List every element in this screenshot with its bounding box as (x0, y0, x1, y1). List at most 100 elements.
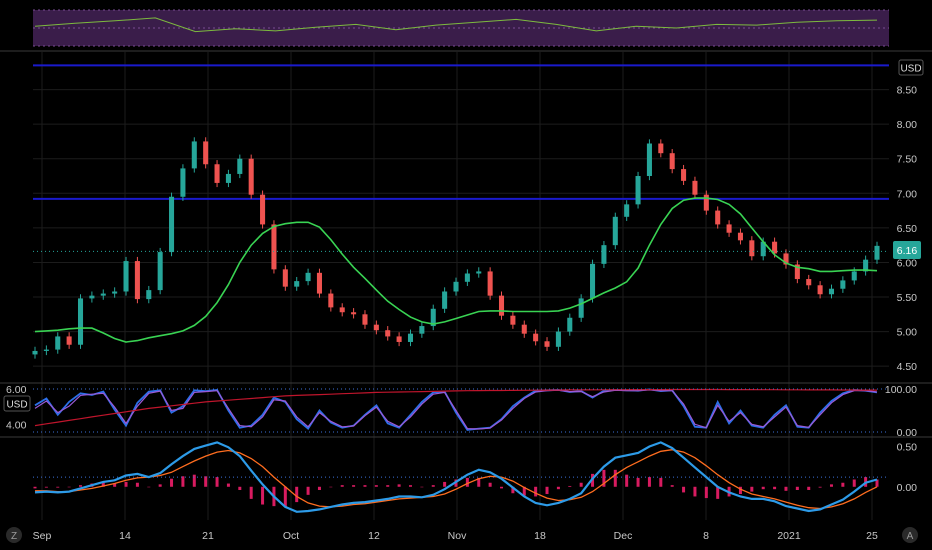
candle-body (351, 312, 357, 315)
rsi-panel (33, 9, 889, 47)
macd-histogram-bar (352, 485, 356, 487)
macd-histogram-bar (500, 486, 504, 489)
macd-histogram-bar (397, 484, 401, 487)
zoom-button-label: Z (11, 531, 17, 542)
stoch-currency-button[interactable] (3, 395, 31, 412)
candle-body (874, 245, 880, 260)
macd-histogram-bar (704, 486, 708, 499)
time-axis-label: 18 (534, 530, 546, 542)
candle-body (453, 281, 459, 292)
macd-histogram-bar (841, 482, 845, 487)
candle-body (806, 279, 812, 286)
time-axis-label: 21 (202, 530, 214, 542)
macd-histogram-bar (374, 485, 378, 487)
price-tick-label: 8.50 (897, 85, 918, 97)
candle-body (271, 224, 277, 270)
candle-body (442, 291, 448, 309)
macd-histogram-bar (158, 484, 162, 487)
macd-axis: 0.50 0.00 (897, 441, 918, 493)
macd-histogram-bar (124, 481, 128, 487)
candle-body (123, 261, 129, 292)
macd-histogram-bar (545, 486, 549, 495)
ma-line (34, 197, 878, 343)
stochastic-line-2 (34, 389, 878, 430)
macd-histogram-bar (852, 479, 856, 487)
stochastic-left-tick: 6.00 (6, 384, 27, 396)
candle-body (464, 273, 470, 282)
macd-histogram-bar (101, 482, 105, 487)
macd-histogram-bar (113, 483, 117, 487)
candle-body (726, 224, 732, 233)
stochastic-tick-label: 100.00 (885, 384, 917, 396)
candle-body (180, 168, 186, 197)
time-axis-label: Oct (283, 530, 299, 542)
zoom-button[interactable] (6, 527, 22, 543)
auto-scale-button[interactable] (902, 527, 918, 543)
macd-histogram-bar (170, 478, 174, 487)
candle-body (578, 298, 584, 318)
candle-body (828, 288, 835, 295)
price-tick-label: 6.00 (897, 257, 918, 269)
currency-label: USD (900, 64, 921, 75)
candle-body (43, 349, 49, 351)
stochastic-left-tick: 4.00 (6, 419, 27, 431)
candle-body (590, 263, 596, 299)
macd-histogram-bar (33, 486, 37, 489)
candle-body (385, 330, 391, 337)
price-tick-label: 8.00 (897, 119, 918, 131)
candle-body (419, 326, 425, 334)
macd-histogram-bar (522, 486, 526, 496)
macd-histogram-bar (738, 486, 742, 495)
macd-histogram-bar (443, 481, 447, 487)
macd-histogram-bar (329, 486, 333, 488)
candle-body (248, 158, 254, 195)
candle-body (396, 336, 402, 342)
candle-body (533, 333, 539, 342)
last-price-label: 6.16 (897, 245, 918, 257)
time-axis: Sep 14 21 Oct 12 Nov 18 Dec 8 2021 25 (33, 530, 878, 542)
macd-histogram-bar (147, 486, 151, 488)
price-tick-label: 4.50 (897, 361, 918, 373)
macd-histogram-bar (204, 476, 208, 487)
macd-histogram-bar (181, 476, 185, 487)
candle-body (476, 271, 482, 274)
macd-histogram-bar (716, 486, 720, 499)
macd-histogram-bar (784, 486, 788, 491)
time-axis-label: Nov (448, 530, 467, 542)
time-axis-label: 12 (368, 530, 380, 542)
macd-tick-label: 0.00 (897, 482, 918, 494)
macd-histogram-bar (67, 486, 71, 488)
candle-body (55, 336, 61, 350)
macd-histogram-bar (238, 486, 242, 490)
candle-body (407, 333, 414, 342)
macd-histogram-bar (249, 486, 253, 499)
macd-histogram-bar (579, 482, 583, 487)
candle-body (772, 241, 778, 254)
macd-histogram-bar (636, 477, 640, 487)
macd-histogram-bar (192, 474, 196, 487)
macd-histogram-bar (807, 486, 811, 490)
candle-body (635, 176, 641, 205)
candle-body (703, 194, 709, 211)
candle-body (669, 153, 675, 170)
candle-body (305, 272, 311, 282)
candle-body (373, 324, 379, 331)
candle-body (112, 291, 118, 294)
candle-body (737, 232, 743, 241)
candle-body (294, 281, 300, 287)
stochastic-tick-label: 0.00 (897, 427, 918, 439)
stochastic-panel: 100.00 0.00 6.00 4.00 USD (3, 384, 918, 439)
candle-body (555, 331, 561, 347)
macd-series (33, 441, 889, 513)
candle-body (749, 240, 755, 257)
macd-histogram-bar (340, 485, 344, 487)
candle-body (157, 252, 163, 291)
macd-histogram-bar (795, 486, 799, 490)
stochastic-series (34, 388, 878, 431)
macd-histogram-bar (773, 486, 777, 490)
candle-body (851, 271, 857, 281)
macd-histogram-bar (386, 485, 390, 487)
horizontal-levels (33, 64, 889, 200)
candle-body (487, 271, 493, 296)
currency-button[interactable] (898, 59, 924, 76)
